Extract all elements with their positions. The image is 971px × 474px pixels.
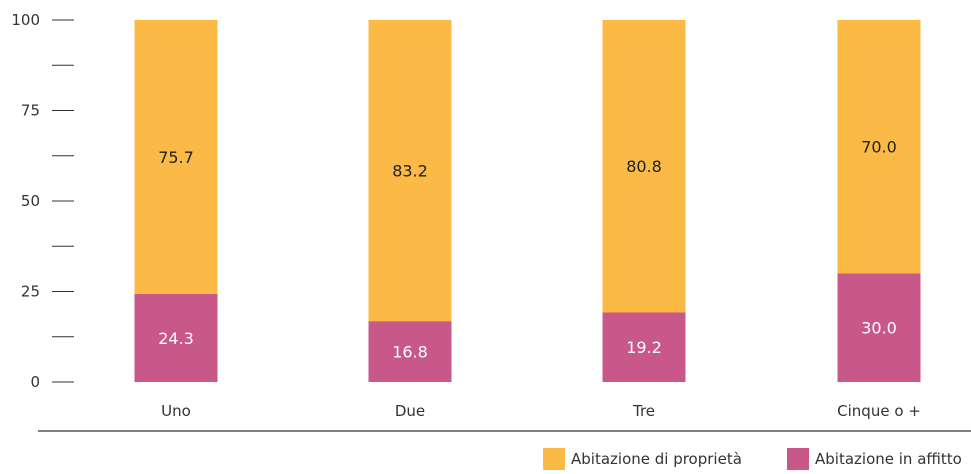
data-label-proprieta: 83.2 [392,162,428,181]
x-category-label: Tre [632,402,655,420]
bar-proprieta [837,20,921,274]
legend-swatch-proprieta [543,448,565,470]
data-label-affitto: 19.2 [626,338,662,357]
bar-affitto [368,321,452,382]
y-tick-label: 50 [21,192,40,210]
legend-item-proprieta: Abitazione di proprietà [543,448,742,470]
x-category-label: Due [395,402,425,420]
data-label-affitto: 16.8 [392,343,428,362]
legend-label-affitto: Abitazione in affitto [815,450,962,468]
x-category-label: Uno [161,402,191,420]
legend-item-affitto: Abitazione in affitto [787,448,962,470]
y-tick-label: 25 [21,283,40,301]
y-tick-label: 100 [11,11,40,29]
legend-swatch-affitto [787,448,809,470]
y-tick-label: 0 [30,373,40,391]
data-label-affitto: 30.0 [861,319,897,338]
data-label-proprieta: 70.0 [861,138,897,157]
bar-affitto [602,312,686,382]
bar-proprieta [368,20,452,322]
bar-affitto [134,294,218,382]
data-label-proprieta: 80.8 [626,157,662,176]
legend-label-proprieta: Abitazione di proprietà [571,450,742,468]
y-tick-label: 75 [21,102,40,120]
bar-proprieta [602,20,686,313]
data-label-proprieta: 75.7 [158,148,194,167]
data-label-affitto: 24.3 [158,329,194,348]
bar-affitto [837,273,921,382]
x-category-label: Cinque o + [837,402,921,420]
bar-proprieta [134,20,218,295]
